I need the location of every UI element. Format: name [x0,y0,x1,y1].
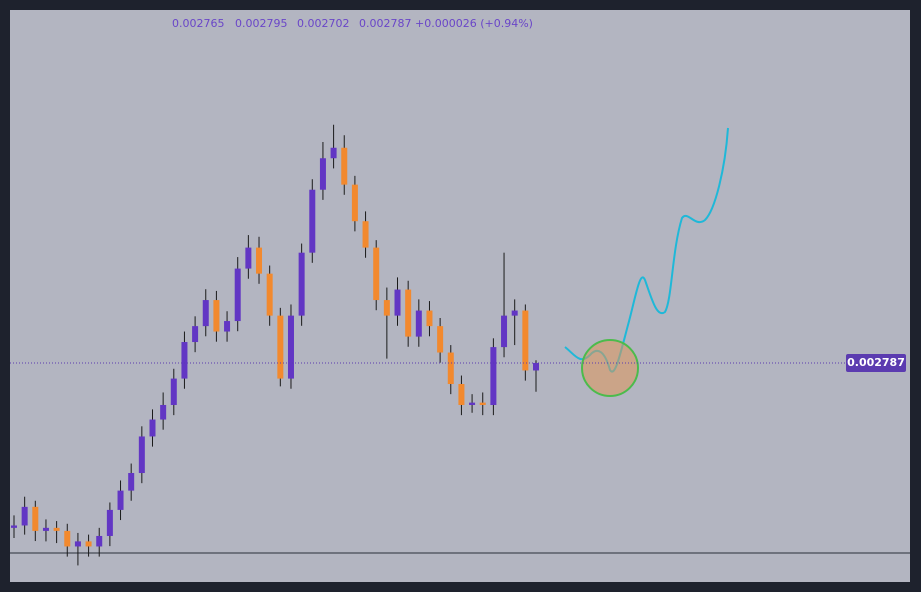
candle-body [138,436,145,474]
candle-body [202,300,209,327]
candle-body [42,527,49,531]
header-change: +0.000026 (+0.94%) [415,17,533,30]
candle-body [373,247,380,301]
candle-body [415,310,422,337]
candle-body [351,184,358,222]
candle-body [64,530,71,547]
price-label-box [846,354,906,373]
candle-body [437,326,444,353]
candle-body [96,535,103,547]
header-open: 0.002765 [172,17,225,30]
candle-body [287,315,294,379]
candle-body [447,352,454,384]
candle-body [192,326,199,343]
candle-body [405,289,412,337]
candle-body [277,315,284,379]
candle-body [490,347,497,405]
candles [11,124,539,566]
candle-body [309,189,316,253]
candle-body [213,300,220,332]
price-label: 0.002787 [847,356,905,369]
candle-body [341,147,348,185]
candle-body [469,402,476,405]
candle-body [149,419,156,437]
candle-body [181,342,188,379]
candle-body [511,310,518,316]
candle-body [11,525,17,528]
header-close: 0.002787 [359,17,412,30]
header-high: 0.002795 [235,17,288,30]
candle-body [266,273,273,316]
candle-body [85,541,92,547]
candle-body [394,289,401,316]
candle-body [458,384,465,405]
candle-body [53,527,60,531]
candle-body [21,506,28,526]
candle-body [330,147,337,159]
candle-body [362,221,369,248]
drawn-circle [581,339,639,397]
candle-body [160,404,167,420]
candle-body [533,363,539,371]
candle-body [426,310,433,327]
candle-body [170,378,177,405]
header-low: 0.002702 [297,17,350,30]
candle-body [106,509,113,536]
candle-body [319,158,326,190]
candle-body [383,300,390,316]
candle-body [128,473,135,491]
candle-body [256,247,263,274]
candle-body [522,310,529,371]
plot-area [10,10,910,582]
candle-body [117,490,124,510]
candle-body [234,268,241,322]
candle-body [245,247,252,269]
candle-body [501,315,508,348]
candle-body [74,541,81,547]
candle-body [479,402,486,405]
candle-body [224,321,231,332]
candle-body [298,252,305,316]
candle-body [32,506,39,531]
ohlc-header: 0.002765 0.002795 0.002702 0.002787 +0.0… [172,17,533,30]
